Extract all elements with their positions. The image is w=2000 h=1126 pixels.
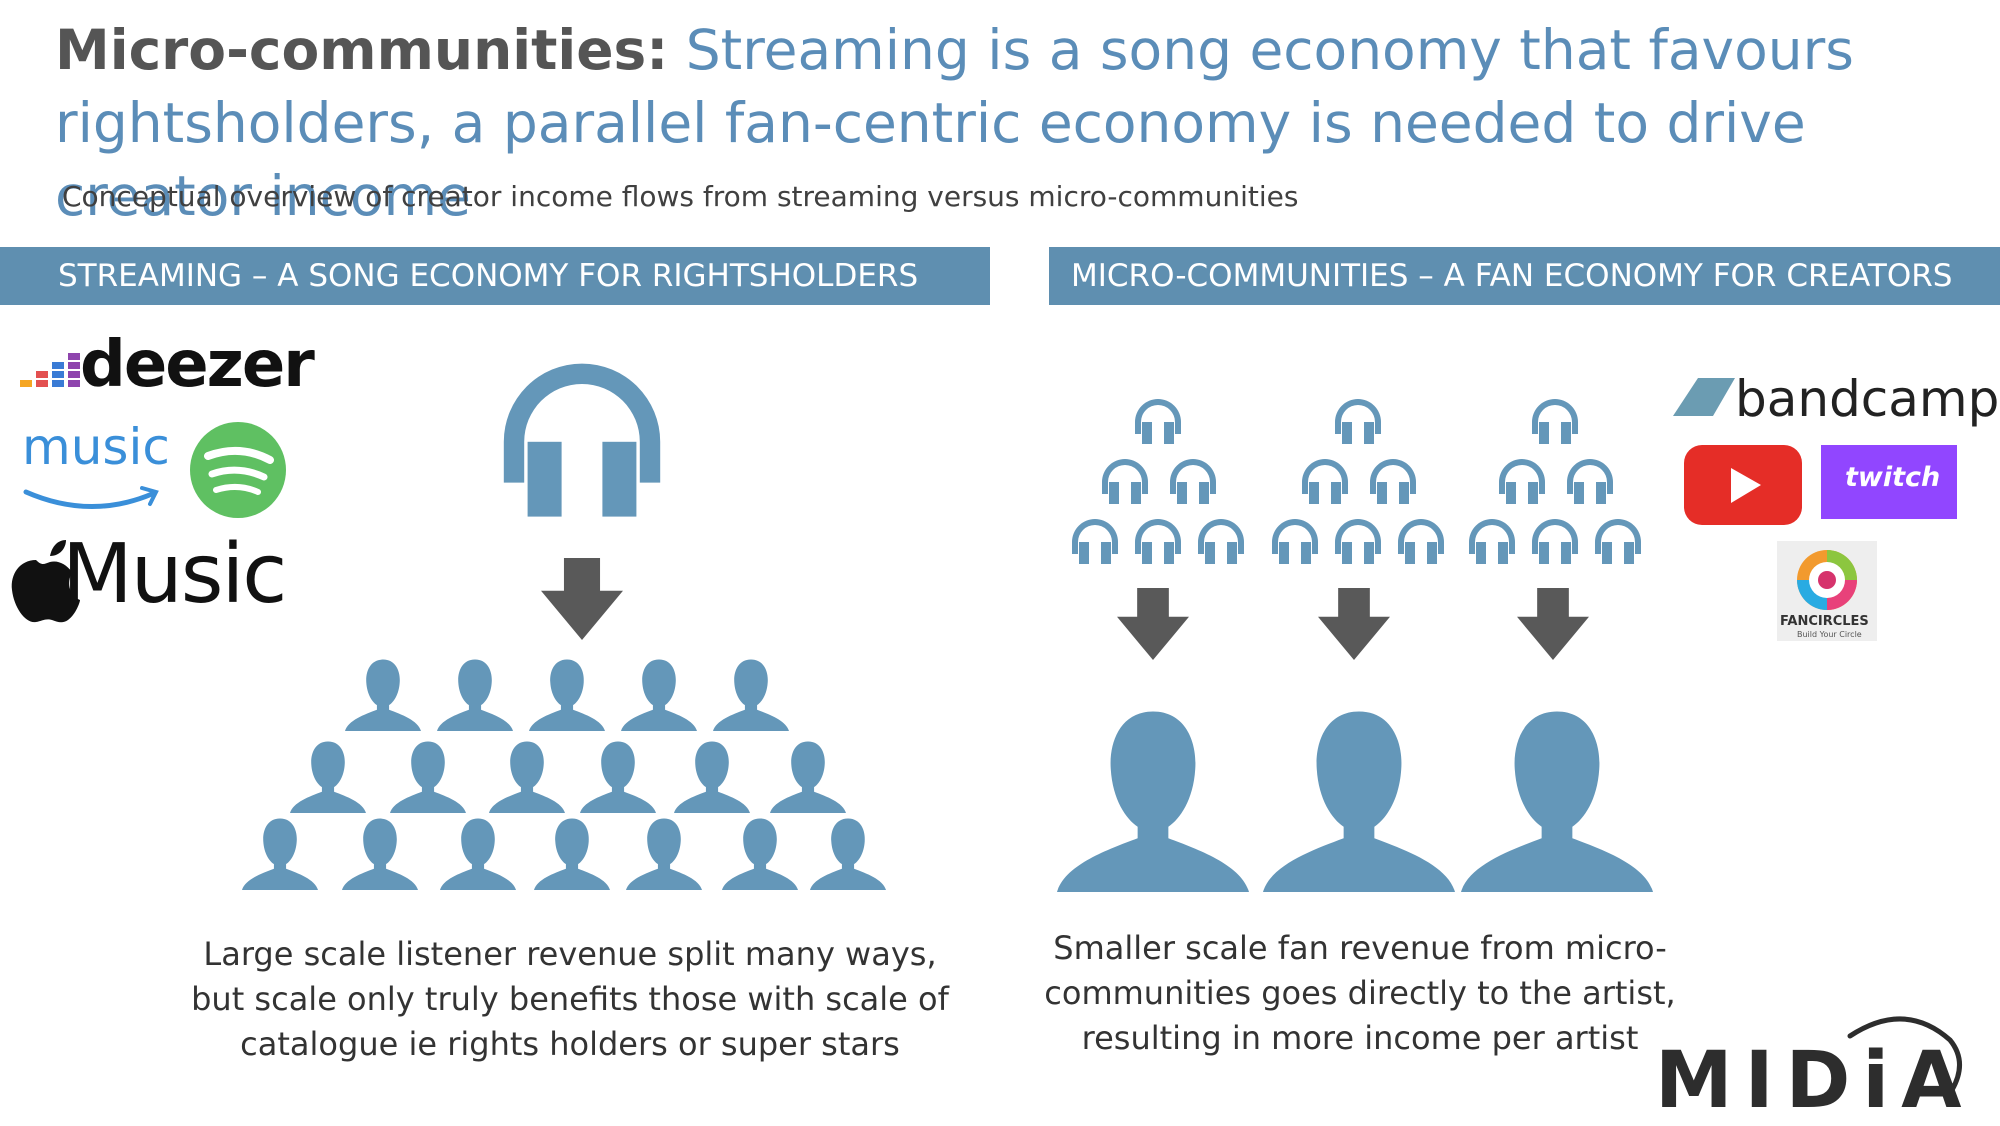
arrow-down-icon — [1117, 588, 1189, 660]
headphones-icon-small — [1072, 519, 1118, 564]
listener-icon — [770, 741, 846, 813]
listener-icon — [440, 818, 516, 890]
headphones-icon-small — [1532, 519, 1578, 564]
listener-icon — [810, 818, 886, 890]
headphones-icon-small — [1335, 399, 1381, 444]
amazon-smile-icon — [23, 489, 155, 509]
subtitle: Conceptual overview of creator income fl… — [62, 180, 1299, 213]
midia-logo: MIDiA — [1655, 1036, 1974, 1126]
listener-icon — [342, 818, 418, 890]
headphones-icon-small — [1135, 519, 1181, 564]
title-rest: Streaming is a song economy that favours… — [55, 18, 1854, 228]
headphones-icon-small — [1135, 399, 1181, 444]
arrow-down-icon — [1318, 588, 1390, 660]
deezer-equalizer-icon — [20, 353, 80, 387]
streaming-caption: Large scale listener revenue split many … — [191, 935, 949, 1063]
bandcamp-logo: bandcamp — [1735, 370, 2000, 428]
deezer-logo: deezer — [80, 328, 315, 402]
listener-icon — [713, 659, 789, 731]
headphones-icon-small — [1102, 459, 1148, 504]
youtube-icon — [1684, 445, 1802, 525]
streaming-header: STREAMING – A SONG ECONOMY FOR RIGHTSHOL… — [0, 247, 990, 305]
listener-icon — [437, 659, 513, 731]
twitch-logo: twitch — [1845, 462, 1941, 493]
spotify-icon — [190, 422, 286, 518]
listener-icon — [489, 741, 565, 813]
listener-icon — [674, 741, 750, 813]
headphones-icon-small — [1595, 519, 1641, 564]
midia-swoosh-icon — [1847, 1016, 1962, 1093]
headphones-icon-small — [1469, 519, 1515, 564]
micro-communities-header: MICRO-COMMUNITIES – A FAN ECONOMY FOR CR… — [1049, 247, 2000, 305]
headphones-icon-small — [1335, 519, 1381, 564]
listener-icon — [621, 659, 697, 731]
artist-icon — [1461, 711, 1653, 892]
fancircles-logo: FANCIRCLES — [1780, 614, 1869, 629]
headphones-icon-small — [1567, 459, 1613, 504]
title-lead: Micro-communities: — [55, 18, 669, 82]
headphones-icon-small — [1302, 459, 1348, 504]
listener-icon — [626, 818, 702, 890]
bandcamp-icon — [1673, 378, 1735, 416]
listener-icon — [529, 659, 605, 731]
headphones-icon-small — [1272, 519, 1318, 564]
artist-icon — [1057, 711, 1249, 892]
headphones-icon-small — [1170, 459, 1216, 504]
headphones-icon-small — [1532, 399, 1578, 444]
micro-communities-caption: Smaller scale fan revenue from micro-com… — [1044, 929, 1676, 1057]
apple-icon — [11, 540, 81, 623]
headphones-icon-small — [1370, 459, 1416, 504]
apple-music-logo: Music — [62, 527, 287, 622]
listener-icon — [390, 741, 466, 813]
listener-icon — [242, 818, 318, 890]
listener-icon — [534, 818, 610, 890]
arrow-down-icon — [541, 558, 623, 640]
artist-icon — [1263, 711, 1455, 892]
listener-icon — [580, 741, 656, 813]
headphones-icon-small — [1499, 459, 1545, 504]
twitch-icon — [1821, 445, 1957, 519]
listener-icon — [722, 818, 798, 890]
headphones-icon-large — [503, 363, 661, 517]
headphones-icon-small — [1398, 519, 1444, 564]
listener-icon — [290, 741, 366, 813]
headphones-icon-small — [1198, 519, 1244, 564]
fancircles-icon — [1777, 541, 1877, 641]
page-title: Micro-communities: Streaming is a song e… — [55, 14, 1975, 233]
amazon-music-logo: music — [22, 418, 170, 476]
arrow-down-icon — [1517, 588, 1589, 660]
fancircles-tagline: Build Your Circle — [1797, 630, 1862, 639]
listener-icon — [345, 659, 421, 731]
